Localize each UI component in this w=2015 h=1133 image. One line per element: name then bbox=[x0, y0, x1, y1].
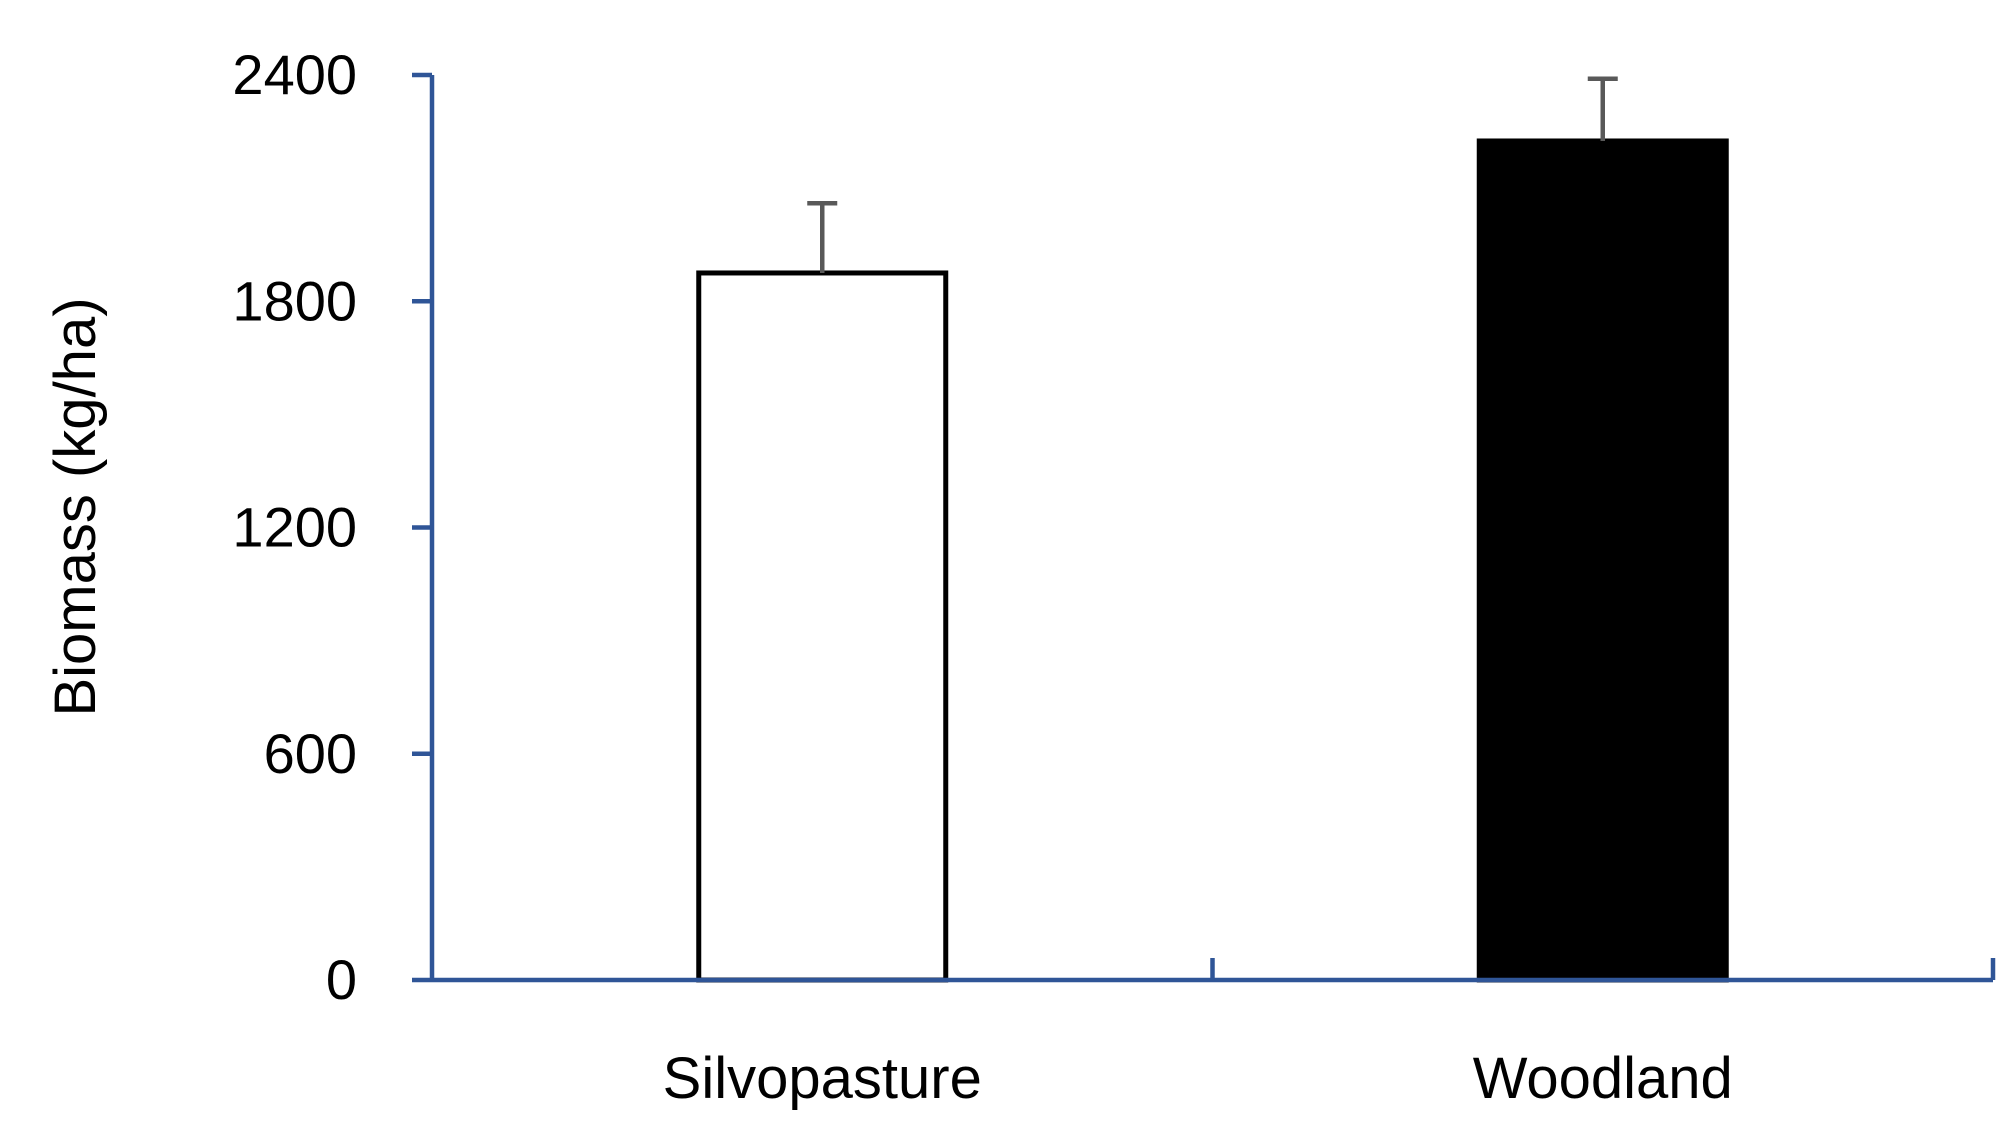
axes bbox=[429, 75, 1993, 983]
y-axis-title: Biomass (kg/ha) bbox=[43, 297, 108, 716]
bars bbox=[696, 138, 1729, 983]
y-tick-label: 1800 bbox=[232, 269, 357, 332]
y-tick-label: 2400 bbox=[232, 43, 357, 106]
bar-woodland bbox=[1476, 138, 1729, 983]
x-axis-ticks bbox=[1210, 958, 1996, 980]
x-category-label: Silvopasture bbox=[663, 1046, 982, 1111]
bar-silvopasture bbox=[696, 270, 949, 983]
error-bar-silvopasture bbox=[807, 200, 838, 273]
y-tick-label: 600 bbox=[264, 722, 357, 785]
y-axis-ticks: 0 600 1200 1800 2400 bbox=[232, 43, 432, 1011]
y-tick-label: 1200 bbox=[232, 496, 357, 559]
error-bar-woodland bbox=[1587, 76, 1618, 141]
x-category-label: Woodland bbox=[1473, 1046, 1733, 1111]
error-bars bbox=[807, 76, 1618, 273]
y-tick-label: 0 bbox=[326, 948, 357, 1011]
x-axis-labels: Silvopasture Woodland bbox=[663, 1046, 1733, 1111]
